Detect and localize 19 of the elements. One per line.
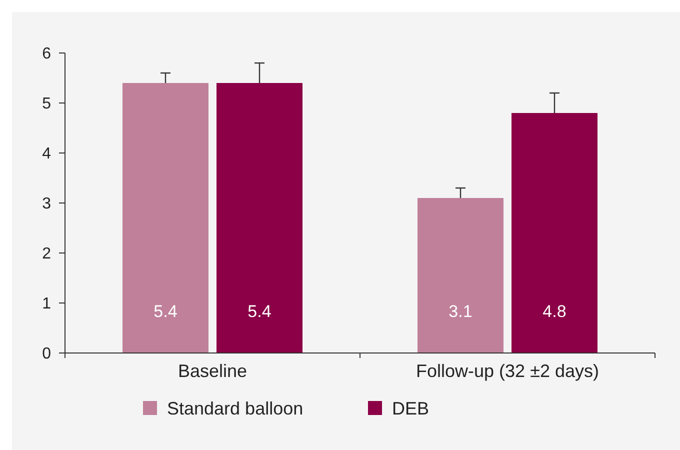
y-tick-label: 1 <box>42 296 52 313</box>
y-tick-label: 2 <box>42 246 52 263</box>
legend-label: DEB <box>392 398 430 418</box>
legend-label: Standard balloon <box>167 398 304 418</box>
y-tick-label: 3 <box>42 196 52 213</box>
data-label: 3.1 <box>448 302 472 321</box>
x-tick-label: Follow-up (32 ±2 days) <box>416 361 599 381</box>
bar <box>418 198 504 353</box>
y-tick-label: 0 <box>42 346 52 363</box>
y-tick-label: 6 <box>42 46 52 63</box>
bar <box>512 113 598 353</box>
data-label: 5.4 <box>154 302 178 321</box>
y-tick-label: 5 <box>42 96 52 113</box>
bar <box>122 83 208 353</box>
x-tick-label: Baseline <box>178 361 248 381</box>
y-tick-label: 4 <box>42 146 52 163</box>
bar <box>216 83 302 353</box>
data-label: 5.4 <box>248 302 272 321</box>
data-label: 4.8 <box>542 302 566 321</box>
